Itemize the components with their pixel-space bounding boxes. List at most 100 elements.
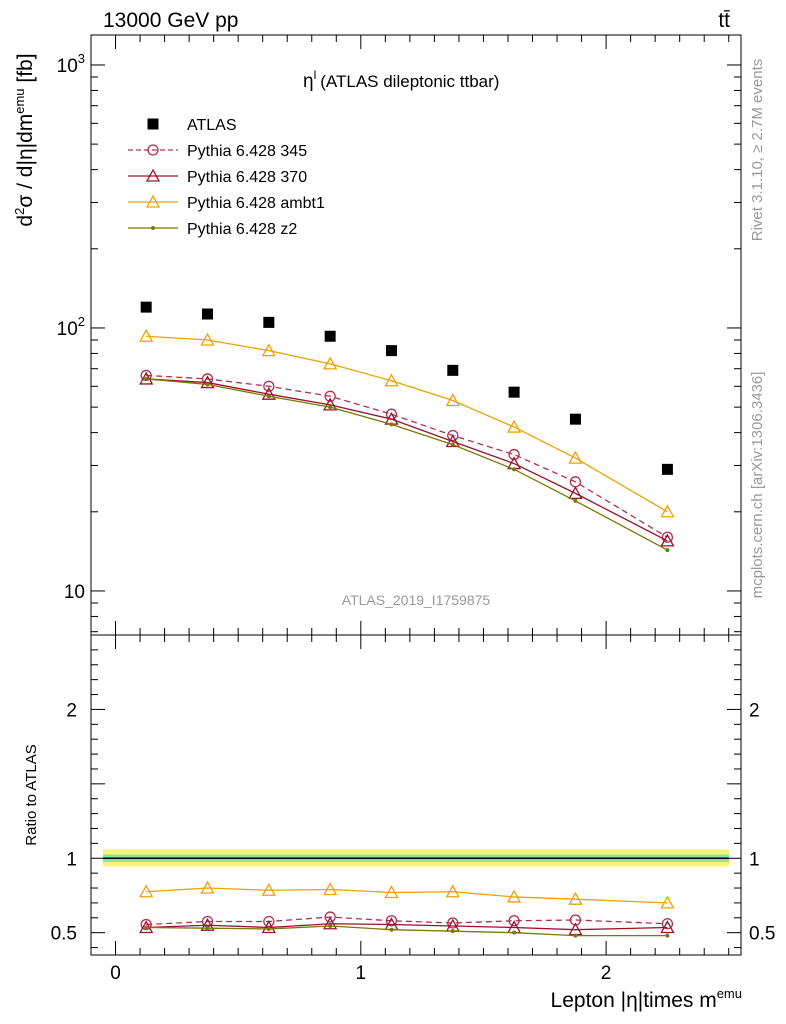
ratio-series-line-3 [146, 925, 668, 937]
ratio-point-s1-2 [261, 920, 276, 934]
main-point-s2-1 [200, 375, 215, 389]
x-tick-label: 0 [110, 963, 121, 984]
main-point-s3-5 [445, 393, 460, 407]
ylabel-part-1: 2 [12, 208, 27, 215]
main-plot-title: ηl (ATLAS dileptonic ttbar) [303, 68, 499, 92]
title-rest: (ATLAS dileptonic ttbar) [320, 72, 499, 91]
xlabel-main: Lepton |η|times m [551, 989, 717, 1012]
ratio-point-s0-3 [324, 911, 336, 923]
legend-marker-1 [147, 144, 159, 156]
rivet-label: Rivet 3.1.10, ≥ 2.7M events [749, 59, 766, 242]
title-sup: l [314, 68, 317, 82]
ratio-y-tick-label-left: 2 [66, 700, 77, 721]
main-point-s4-8 [665, 548, 670, 553]
main-point-s1-2 [263, 380, 275, 392]
main-point-s0-4 [385, 345, 397, 357]
ratio-point-s0-8 [661, 918, 674, 930]
main-point-s3-1 [200, 332, 215, 346]
main-point-s4-0 [144, 376, 149, 381]
main-point-s3-2 [261, 343, 276, 357]
ratio-y-axis-label: Ratio to ATLAS [23, 744, 40, 845]
main-point-s4-5 [450, 442, 455, 447]
main-point-s0-6 [508, 386, 520, 398]
main-point-s0-1 [202, 308, 214, 320]
ratio-y-tick-label-left: 1 [66, 849, 77, 870]
legend-label-1: Pythia 6.428 345 [187, 143, 307, 160]
ratio-point-s2-5 [445, 884, 460, 898]
ratio-point-s1-1 [200, 917, 215, 931]
ratio-series-line-2 [146, 887, 668, 904]
ylabel-part-4: [fb] [14, 53, 37, 88]
main-point-s3-7 [568, 450, 583, 464]
ratio-point-s3-3 [328, 923, 333, 928]
ratio-y-tick-label-left: 0.5 [51, 924, 77, 945]
main-point-s3-4 [384, 373, 399, 387]
main-y-tick-label: 103 [57, 51, 85, 77]
ratio-point-s3-1 [205, 926, 210, 931]
main-point-s0-5 [447, 364, 459, 376]
analysis-watermark: ATLAS_2019_I1759875 [342, 592, 491, 608]
x-axis-label: Lepton |η|times memu [551, 986, 742, 1012]
ratio-point-s0-4 [385, 915, 398, 927]
main-point-s0-0 [140, 301, 152, 313]
main-point-s4-1 [205, 382, 210, 387]
legend-marker-4 [151, 226, 155, 230]
source-label: mcplots.cern.ch [arXiv:1306.3436] [749, 372, 766, 599]
main-point-s1-5 [447, 429, 459, 442]
ratio-point-s0-6 [508, 915, 520, 927]
x-tick-label: 2 [601, 963, 612, 984]
ratio-point-s2-0 [139, 884, 154, 898]
main-point-s4-7 [573, 498, 578, 503]
ratio-point-s2-2 [261, 882, 276, 896]
main-point-s2-3 [323, 397, 338, 411]
main-point-s0-3 [324, 330, 336, 342]
legend-marker-3 [145, 194, 161, 208]
main-point-s4-4 [389, 422, 394, 427]
main-y-axis-label: d2σ / d|η|dmemu [fb] [12, 53, 37, 226]
ratio-point-s1-3 [323, 916, 338, 930]
main-y-tick-label: 102 [57, 314, 85, 340]
legend-label-4: Pythia 6.428 z2 [187, 221, 297, 238]
main-point-s3-8 [660, 504, 675, 518]
ratio-point-s3-6 [512, 930, 517, 935]
ratio-point-s2-3 [323, 882, 338, 896]
legend-label-2: Pythia 6.428 370 [187, 169, 307, 186]
ratio-point-s3-5 [450, 929, 455, 934]
header-left: 13000 GeV pp [103, 9, 238, 32]
ratio-point-s2-4 [384, 885, 399, 899]
ratio-point-s1-8 [660, 920, 675, 934]
ratio-point-s3-4 [389, 927, 394, 932]
main-point-s1-8 [661, 531, 674, 543]
ratio-y-tick-label-right: 1 [749, 849, 760, 870]
ratio-point-s0-2 [263, 915, 275, 928]
legend: ATLAS Pythia 6.428 345 Pythia 6.428 370 Pyt… [128, 117, 325, 238]
main-series-line-4 [146, 378, 668, 551]
main-point-s4-6 [512, 467, 517, 472]
main-point-s2-7 [568, 486, 583, 500]
main-point-s3-0 [139, 328, 154, 342]
main-y-tick-label: 10 [64, 582, 85, 603]
ratio-point-s3-8 [665, 933, 670, 938]
legend-label-3: Pythia 6.428 ambt1 [187, 195, 325, 212]
ratio-point-s2-6 [507, 889, 522, 903]
ratio-point-s2-8 [660, 895, 675, 909]
main-point-s0-8 [661, 463, 673, 475]
main-point-s4-2 [266, 394, 271, 399]
x-tick-label: 1 [356, 963, 367, 984]
ratio-series-line-1 [146, 923, 668, 931]
main-series-line-3 [146, 335, 668, 513]
ratio-plot-frame [90, 634, 742, 956]
ratio-series-line-0 [146, 916, 668, 926]
ratio-y-tick-label-right: 2 [749, 700, 760, 721]
main-point-s0-2 [263, 316, 275, 328]
ratio-point-s2-1 [200, 880, 215, 894]
main-point-s4-3 [328, 405, 333, 410]
ratio-point-s3-0 [144, 925, 149, 930]
xlabel-sup: emu [717, 986, 742, 1001]
main-point-s2-2 [261, 386, 276, 400]
legend-label-0: ATLAS [187, 117, 237, 134]
ratio-y-tick-label-right: 0.5 [749, 924, 775, 945]
main-point-s0-7 [569, 413, 581, 425]
main-series-line-2 [146, 378, 668, 542]
